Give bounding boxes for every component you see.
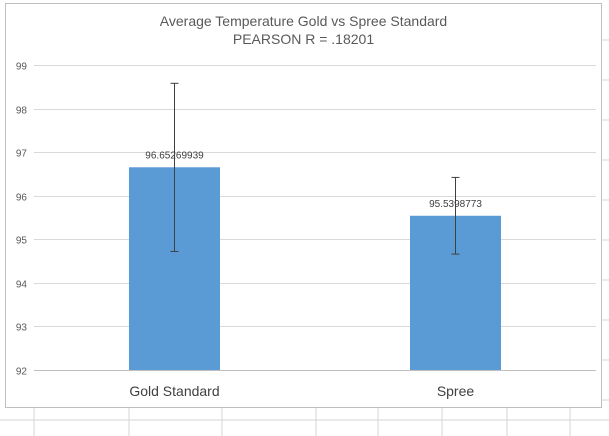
y-tick-label: 96 [16, 193, 28, 204]
y-tick-label: 94 [16, 280, 28, 291]
chart-subtitle: PEARSON R = .18201 [232, 31, 375, 47]
category-label: Gold Standard [129, 383, 219, 399]
category-label: Spree [437, 383, 475, 399]
chart-title-block: Average Temperature Gold vs Spree Standa… [6, 12, 601, 48]
y-tick-label: 95 [16, 236, 28, 247]
y-tick-label: 93 [16, 323, 28, 334]
data-label: 96.65269939 [145, 150, 204, 161]
y-tick-label: 92 [16, 367, 28, 378]
chart-title: Average Temperature Gold vs Spree Standa… [159, 13, 448, 29]
y-tick-label: 99 [16, 62, 28, 73]
plot-area: 92 93 94 95 96 97 98 99 96.65269939 Gold Standard… [16, 62, 596, 399]
data-label: 95.5398773 [429, 199, 482, 210]
chart-area[interactable]: Average Temperature Gold vs Spree Standa… [5, 3, 602, 408]
y-tick-label: 98 [16, 106, 28, 117]
y-tick-label: 97 [16, 149, 28, 160]
